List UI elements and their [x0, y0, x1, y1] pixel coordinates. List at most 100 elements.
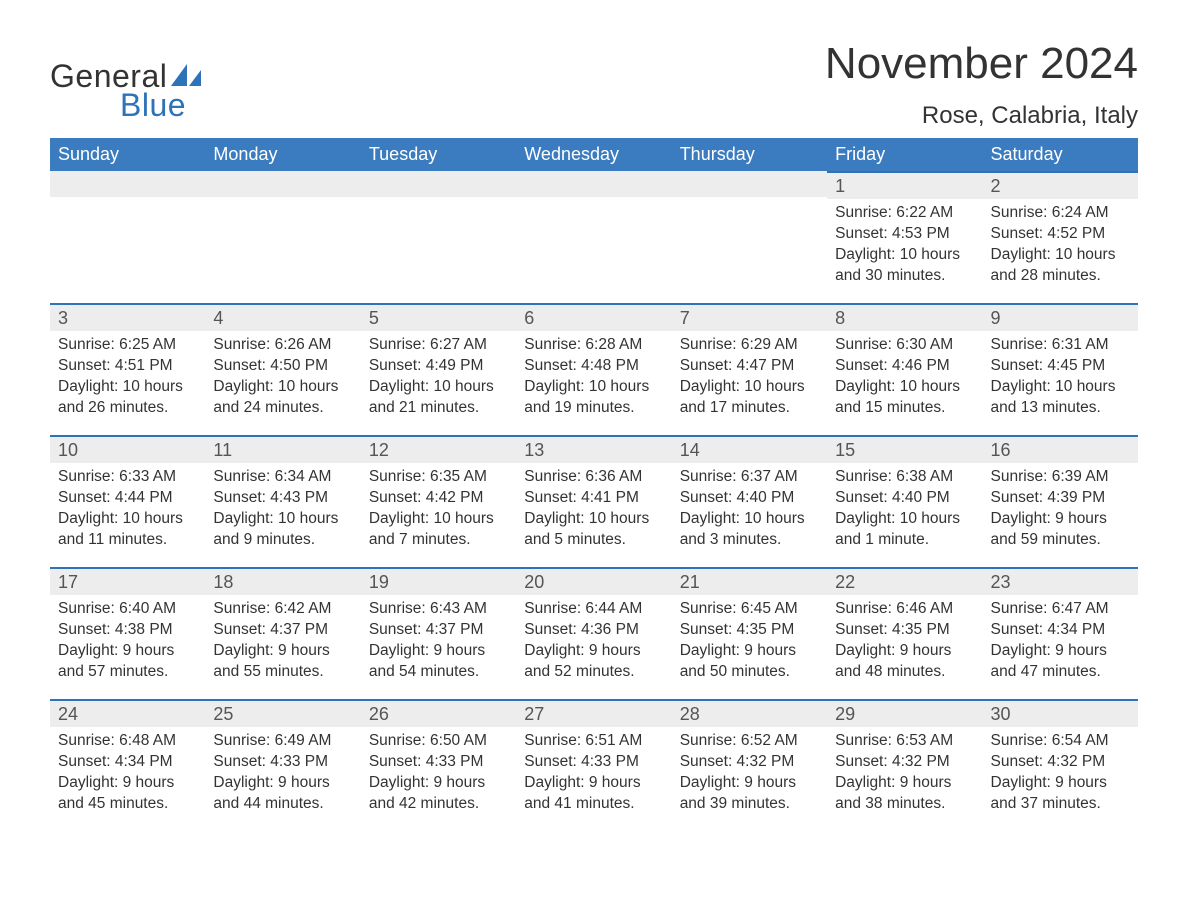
daylight-line-1: Daylight: 9 hours: [213, 773, 352, 794]
daylight-line-1: Daylight: 10 hours: [524, 377, 663, 398]
weekday-sunday: Sunday: [50, 138, 205, 171]
calendar-cell: 17Sunrise: 6:40 AMSunset: 4:38 PMDayligh…: [50, 567, 205, 699]
sunset-line: Sunset: 4:45 PM: [991, 356, 1130, 377]
calendar-cell: 3Sunrise: 6:25 AMSunset: 4:51 PMDaylight…: [50, 303, 205, 435]
daylight-line-2: and 26 minutes.: [58, 398, 197, 419]
calendar-cell: [672, 171, 827, 303]
day-number: 7: [672, 303, 827, 331]
calendar-cell: 16Sunrise: 6:39 AMSunset: 4:39 PMDayligh…: [983, 435, 1138, 567]
daylight-line-1: Daylight: 9 hours: [991, 509, 1130, 530]
calendar-cell: 27Sunrise: 6:51 AMSunset: 4:33 PMDayligh…: [516, 699, 671, 831]
sunset-line: Sunset: 4:32 PM: [991, 752, 1130, 773]
calendar-week-row: 24Sunrise: 6:48 AMSunset: 4:34 PMDayligh…: [50, 699, 1138, 831]
sunrise-line: Sunrise: 6:22 AM: [835, 203, 974, 224]
calendar-week-row: 10Sunrise: 6:33 AMSunset: 4:44 PMDayligh…: [50, 435, 1138, 567]
sunrise-line: Sunrise: 6:26 AM: [213, 335, 352, 356]
sunset-line: Sunset: 4:33 PM: [369, 752, 508, 773]
day-number: 27: [516, 699, 671, 727]
daylight-line-2: and 30 minutes.: [835, 266, 974, 287]
daylight-line-1: Daylight: 9 hours: [213, 641, 352, 662]
daylight-line-1: Daylight: 9 hours: [991, 773, 1130, 794]
calendar-table: Sunday Monday Tuesday Wednesday Thursday…: [50, 138, 1138, 831]
daylight-line-1: Daylight: 10 hours: [213, 509, 352, 530]
daylight-line-2: and 1 minute.: [835, 530, 974, 551]
day-details: Sunrise: 6:25 AMSunset: 4:51 PMDaylight:…: [50, 331, 205, 423]
sunrise-line: Sunrise: 6:52 AM: [680, 731, 819, 752]
weekday-tuesday: Tuesday: [361, 138, 516, 171]
day-details: Sunrise: 6:50 AMSunset: 4:33 PMDaylight:…: [361, 727, 516, 819]
daylight-line-2: and 57 minutes.: [58, 662, 197, 683]
daylight-line-1: Daylight: 10 hours: [680, 509, 819, 530]
daylight-line-1: Daylight: 10 hours: [369, 509, 508, 530]
calendar-cell: 18Sunrise: 6:42 AMSunset: 4:37 PMDayligh…: [205, 567, 360, 699]
sunset-line: Sunset: 4:33 PM: [524, 752, 663, 773]
daylight-line-1: Daylight: 10 hours: [58, 377, 197, 398]
sunrise-line: Sunrise: 6:31 AM: [991, 335, 1130, 356]
sunset-line: Sunset: 4:34 PM: [991, 620, 1130, 641]
daylight-line-2: and 28 minutes.: [991, 266, 1130, 287]
day-number: 14: [672, 435, 827, 463]
daylight-line-2: and 41 minutes.: [524, 794, 663, 815]
calendar-cell: 22Sunrise: 6:46 AMSunset: 4:35 PMDayligh…: [827, 567, 982, 699]
day-details: Sunrise: 6:42 AMSunset: 4:37 PMDaylight:…: [205, 595, 360, 687]
sunrise-line: Sunrise: 6:36 AM: [524, 467, 663, 488]
calendar-cell: 25Sunrise: 6:49 AMSunset: 4:33 PMDayligh…: [205, 699, 360, 831]
day-number: 5: [361, 303, 516, 331]
day-number: 30: [983, 699, 1138, 727]
day-number: 23: [983, 567, 1138, 595]
empty-day-bar: [205, 171, 360, 197]
calendar-week-row: 1Sunrise: 6:22 AMSunset: 4:53 PMDaylight…: [50, 171, 1138, 303]
sunset-line: Sunset: 4:51 PM: [58, 356, 197, 377]
calendar-cell: 10Sunrise: 6:33 AMSunset: 4:44 PMDayligh…: [50, 435, 205, 567]
day-details: Sunrise: 6:52 AMSunset: 4:32 PMDaylight:…: [672, 727, 827, 819]
calendar-cell: 12Sunrise: 6:35 AMSunset: 4:42 PMDayligh…: [361, 435, 516, 567]
daylight-line-2: and 39 minutes.: [680, 794, 819, 815]
sunrise-line: Sunrise: 6:28 AM: [524, 335, 663, 356]
calendar-cell: 6Sunrise: 6:28 AMSunset: 4:48 PMDaylight…: [516, 303, 671, 435]
daylight-line-2: and 44 minutes.: [213, 794, 352, 815]
daylight-line-1: Daylight: 10 hours: [369, 377, 508, 398]
sunset-line: Sunset: 4:40 PM: [835, 488, 974, 509]
daylight-line-2: and 55 minutes.: [213, 662, 352, 683]
sunrise-line: Sunrise: 6:39 AM: [991, 467, 1130, 488]
daylight-line-2: and 15 minutes.: [835, 398, 974, 419]
day-number: 18: [205, 567, 360, 595]
day-number: 17: [50, 567, 205, 595]
day-details: Sunrise: 6:36 AMSunset: 4:41 PMDaylight:…: [516, 463, 671, 555]
day-details: Sunrise: 6:48 AMSunset: 4:34 PMDaylight:…: [50, 727, 205, 819]
sunset-line: Sunset: 4:49 PM: [369, 356, 508, 377]
day-details: Sunrise: 6:31 AMSunset: 4:45 PMDaylight:…: [983, 331, 1138, 423]
day-details: Sunrise: 6:26 AMSunset: 4:50 PMDaylight:…: [205, 331, 360, 423]
day-number: 2: [983, 171, 1138, 199]
sunrise-line: Sunrise: 6:51 AM: [524, 731, 663, 752]
sunrise-line: Sunrise: 6:37 AM: [680, 467, 819, 488]
empty-day-bar: [361, 171, 516, 197]
sunrise-line: Sunrise: 6:48 AM: [58, 731, 197, 752]
calendar-header-row: Sunday Monday Tuesday Wednesday Thursday…: [50, 138, 1138, 171]
daylight-line-1: Daylight: 10 hours: [835, 377, 974, 398]
sunset-line: Sunset: 4:48 PM: [524, 356, 663, 377]
sunrise-line: Sunrise: 6:27 AM: [369, 335, 508, 356]
daylight-line-1: Daylight: 9 hours: [524, 641, 663, 662]
sunset-line: Sunset: 4:50 PM: [213, 356, 352, 377]
sunrise-line: Sunrise: 6:44 AM: [524, 599, 663, 620]
calendar-cell: 24Sunrise: 6:48 AMSunset: 4:34 PMDayligh…: [50, 699, 205, 831]
empty-day-bar: [50, 171, 205, 197]
daylight-line-1: Daylight: 10 hours: [991, 245, 1130, 266]
day-number: 13: [516, 435, 671, 463]
day-details: Sunrise: 6:34 AMSunset: 4:43 PMDaylight:…: [205, 463, 360, 555]
day-number: 22: [827, 567, 982, 595]
daylight-line-2: and 59 minutes.: [991, 530, 1130, 551]
day-number: 3: [50, 303, 205, 331]
sunrise-line: Sunrise: 6:34 AM: [213, 467, 352, 488]
weekday-thursday: Thursday: [672, 138, 827, 171]
sunrise-line: Sunrise: 6:29 AM: [680, 335, 819, 356]
daylight-line-2: and 42 minutes.: [369, 794, 508, 815]
calendar-cell: 20Sunrise: 6:44 AMSunset: 4:36 PMDayligh…: [516, 567, 671, 699]
day-details: Sunrise: 6:46 AMSunset: 4:35 PMDaylight:…: [827, 595, 982, 687]
sunset-line: Sunset: 4:36 PM: [524, 620, 663, 641]
calendar-cell: [516, 171, 671, 303]
brand-logo: General Blue: [50, 58, 201, 124]
sunset-line: Sunset: 4:32 PM: [680, 752, 819, 773]
day-details: Sunrise: 6:47 AMSunset: 4:34 PMDaylight:…: [983, 595, 1138, 687]
